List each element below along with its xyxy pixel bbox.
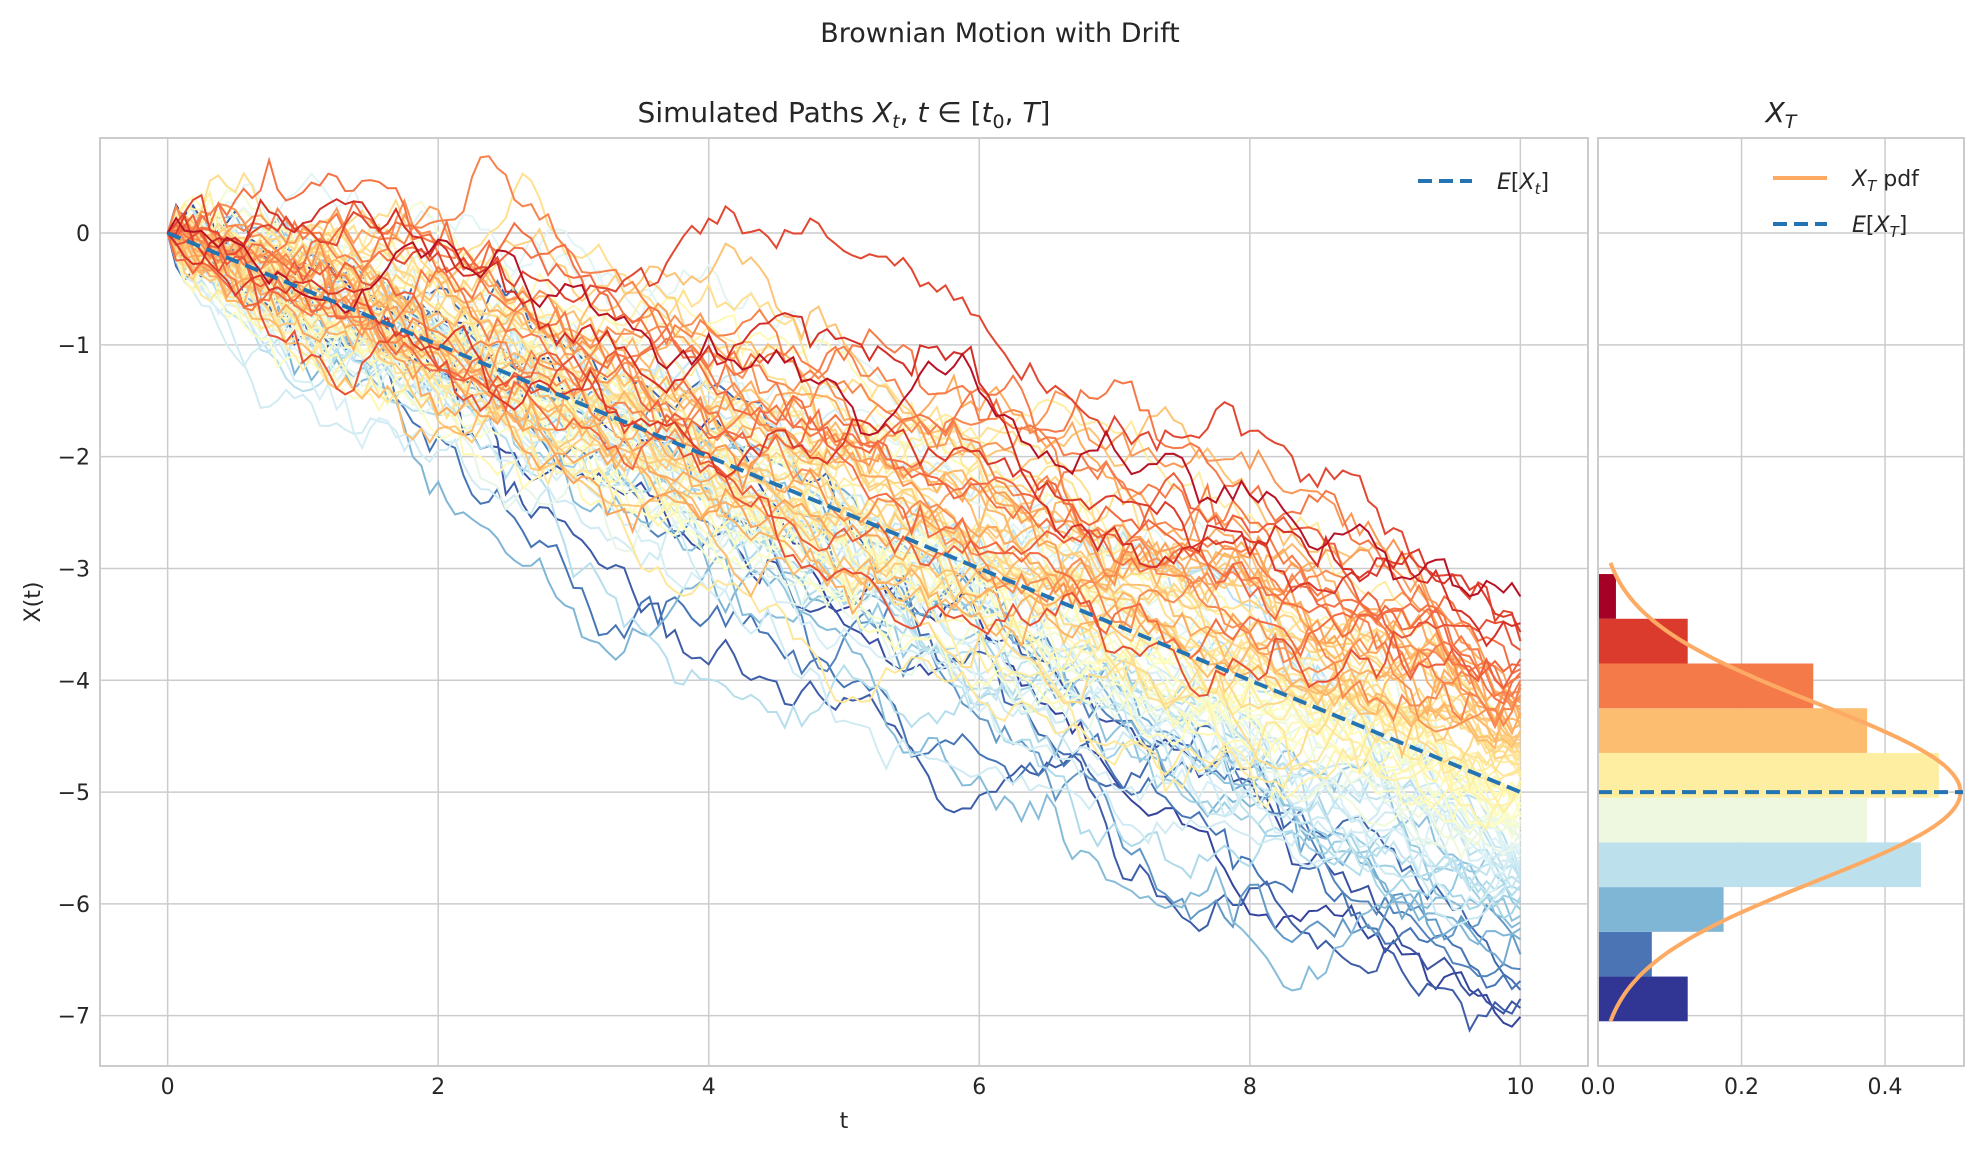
histogram-bar	[1598, 931, 1652, 977]
y-tick-label: −1	[58, 334, 90, 359]
terminal-title: XT	[1764, 96, 1798, 133]
paths-panel: 0 2 4 6 8 10 0 −1 −2 −3 −4 −5 −6 −7 Simulated Paths …	[21, 96, 1589, 1134]
terminal-x-tick-label: 0.4	[1868, 1075, 1903, 1100]
simulated-path	[167, 229, 1521, 788]
simulated-path	[166, 155, 1522, 727]
simulated-path	[166, 222, 1521, 691]
simulated-path	[167, 229, 1522, 911]
simulated-path	[166, 232, 1521, 680]
figure-title: Brownian Motion with Drift	[820, 18, 1179, 49]
histogram-bar	[1598, 842, 1921, 888]
histogram-bar	[1598, 887, 1724, 932]
paths-legend: E[Xt]	[1418, 170, 1549, 198]
histogram-bar	[1598, 574, 1616, 619]
simulated-path	[166, 222, 1522, 760]
y-tick-label: −7	[58, 1005, 90, 1030]
x-tick-label: 4	[702, 1075, 716, 1100]
simulated-path	[167, 199, 1521, 676]
terminal-frame	[1597, 137, 1965, 1067]
y-tick-label: −3	[58, 557, 90, 582]
simulated-path	[167, 230, 1521, 811]
histogram-bar	[1598, 663, 1814, 709]
histogram-bar	[1598, 618, 1688, 664]
y-tick-label: 0	[76, 222, 90, 247]
y-tick-label: −4	[58, 669, 90, 694]
x-tick-label: 0	[161, 1075, 175, 1100]
y-tick-label: −6	[58, 893, 90, 918]
histogram-bar	[1598, 708, 1868, 753]
simulated-path	[167, 217, 1521, 876]
simulated-path	[166, 198, 1521, 648]
histogram-bar	[1598, 797, 1868, 843]
x-tick-label: 6	[972, 1075, 986, 1100]
simulated-path	[166, 232, 1522, 794]
terminal-x-ticks: 0.0 0.2 0.4	[1581, 1075, 1903, 1100]
x-axis-label: t	[840, 1109, 849, 1134]
simulated-path	[166, 232, 1522, 848]
simulated-path	[166, 197, 1521, 727]
legend-terminal-mean-label: E[XT]	[1852, 213, 1907, 241]
y-tick-label: −2	[58, 446, 90, 471]
terminal-x-tick-label: 0.2	[1724, 1075, 1759, 1100]
legend-mean-label: E[Xt]	[1497, 170, 1549, 198]
terminal-histogram	[1598, 574, 1939, 1022]
simulated-path	[166, 232, 1522, 804]
mean-line	[166, 231, 1522, 794]
paths-frame	[99, 137, 1589, 1067]
x-tick-label: 2	[431, 1075, 445, 1100]
simulated-path	[167, 206, 1521, 848]
simulated-path	[166, 216, 1522, 598]
simulated-path	[166, 232, 1521, 708]
simulated-path	[166, 222, 1521, 704]
simulated-path	[167, 232, 1521, 740]
paths-title: Simulated Paths Xt, t ∈ [t0, T]	[638, 96, 1051, 133]
simulated-path	[166, 229, 1521, 698]
y-axis-label: X(t)	[21, 582, 46, 623]
terminal-legend: XT pdf E[XT]	[1773, 167, 1920, 241]
legend-pdf-label: XT pdf	[1851, 167, 1920, 195]
simulated-path	[166, 203, 1522, 821]
simulated-path	[166, 232, 1522, 991]
paths-x-ticks: 0 2 4 6 8 10	[161, 1075, 1535, 1100]
paths-y-ticks: 0 −1 −2 −3 −4 −5 −6 −7	[58, 222, 90, 1030]
paths-series	[166, 155, 1522, 1033]
terminal-panel: 0.0 0.2 0.4 XT XT pdf E[XT]	[1581, 96, 1965, 1100]
simulated-path	[166, 232, 1521, 869]
simulated-path	[167, 227, 1522, 728]
y-tick-label: −5	[58, 781, 90, 806]
x-tick-label: 10	[1506, 1075, 1534, 1100]
simulated-path	[167, 213, 1522, 633]
simulated-path	[166, 232, 1522, 720]
simulated-path	[166, 156, 1522, 706]
simulated-path	[167, 213, 1522, 690]
x-tick-label: 8	[1243, 1075, 1257, 1100]
terminal-x-tick-label: 0.0	[1581, 1075, 1616, 1100]
